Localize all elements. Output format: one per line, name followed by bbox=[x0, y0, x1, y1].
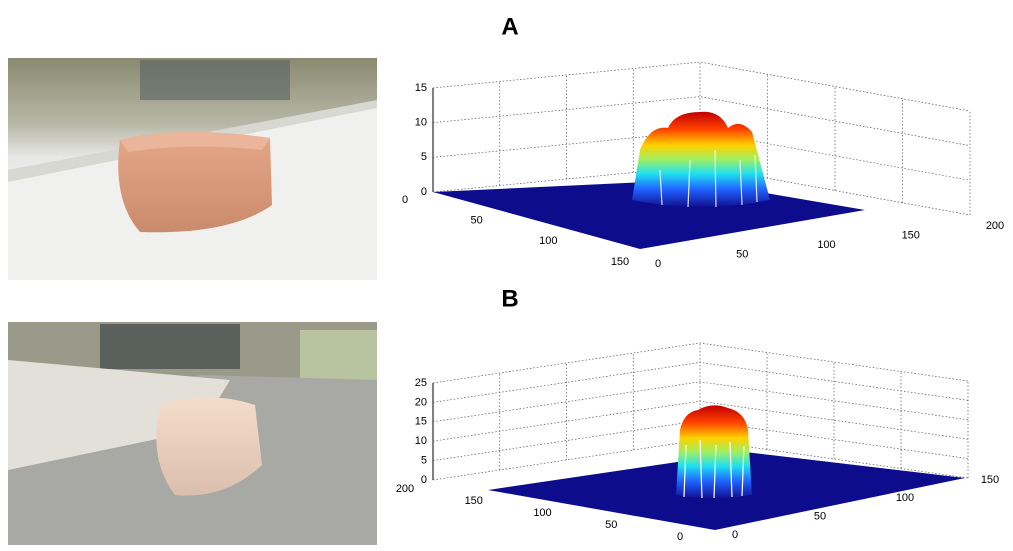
y-tick-label: 0 bbox=[655, 258, 661, 270]
z-tick-label: 0 bbox=[421, 186, 427, 198]
z-tick-label: 15 bbox=[415, 416, 427, 428]
x-tick-label: 50 bbox=[605, 519, 617, 531]
x-tick-label: 50 bbox=[471, 215, 483, 227]
y-tick-label: 50 bbox=[736, 248, 748, 260]
z-tick-label: 0 bbox=[421, 474, 427, 486]
photo-a bbox=[8, 58, 377, 280]
y-tick-label: 150 bbox=[902, 229, 920, 241]
x-tick-label: 0 bbox=[677, 531, 683, 543]
z-tick-label: 20 bbox=[415, 396, 427, 408]
x-tick-label: 100 bbox=[533, 507, 551, 519]
panel-label: A bbox=[501, 13, 518, 40]
grid-line bbox=[432, 342, 969, 384]
y-tick-label: 100 bbox=[896, 492, 914, 504]
y-tick-label: 150 bbox=[981, 474, 999, 486]
y-tick-label: 200 bbox=[986, 220, 1004, 232]
photo-b bbox=[8, 322, 377, 545]
z-tick-label: 5 bbox=[421, 151, 427, 163]
grid-line bbox=[432, 381, 969, 423]
y-tick-label: 50 bbox=[814, 511, 826, 523]
x-tick-label: 150 bbox=[611, 256, 629, 268]
panel-label: B bbox=[501, 285, 518, 312]
y-tick-label: 100 bbox=[817, 239, 835, 251]
grid-line bbox=[432, 61, 971, 112]
grid-line bbox=[432, 400, 969, 442]
x-tick-label: 0 bbox=[402, 194, 408, 206]
x-tick-label: 100 bbox=[539, 235, 557, 247]
surface-peak bbox=[632, 111, 770, 207]
grid-line bbox=[432, 362, 969, 403]
x-tick-label: 200 bbox=[396, 483, 414, 495]
z-tick-label: 10 bbox=[415, 435, 427, 447]
z-tick-label: 5 bbox=[421, 455, 427, 467]
x-tick-label: 150 bbox=[465, 495, 483, 507]
y-tick-label: 0 bbox=[732, 529, 738, 541]
surface-peak bbox=[676, 405, 752, 499]
z-tick-label: 15 bbox=[415, 82, 427, 94]
z-tick-label: 10 bbox=[415, 117, 427, 129]
z-tick-label: 25 bbox=[415, 377, 427, 389]
surface-streaks bbox=[683, 439, 745, 499]
surface-streaks bbox=[659, 149, 758, 208]
